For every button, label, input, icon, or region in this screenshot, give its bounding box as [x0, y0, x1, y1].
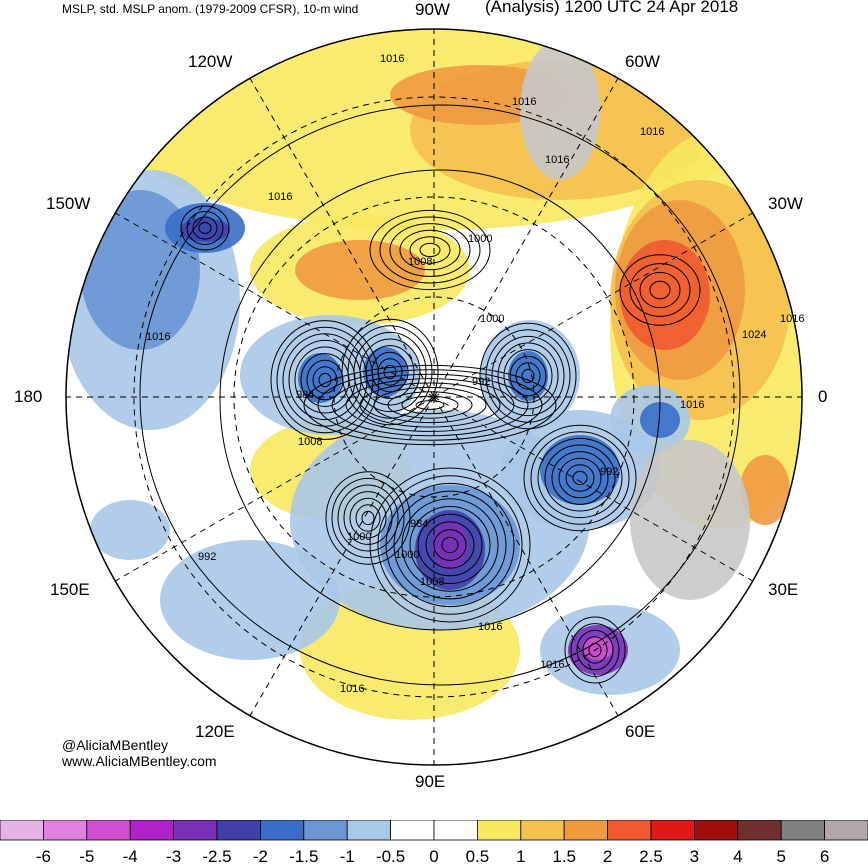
colorbar-swatch — [780, 820, 826, 841]
colorbar-tick-label: -1 — [340, 847, 355, 865]
pressure-label: 1016 — [680, 399, 704, 411]
colorbar-swatch — [0, 820, 44, 841]
pressure-label: 1024 — [742, 329, 766, 341]
pressure-label: 1000 — [480, 313, 504, 325]
pressure-label: 1000 — [395, 549, 419, 561]
colorbar-tick-label: 1.5 — [552, 847, 576, 865]
pressure-label: 1008 — [408, 256, 432, 268]
colorbar-tick-label: -4 — [123, 847, 138, 865]
pressure-label: 1016 — [780, 313, 804, 325]
pressure-label: 1016 — [268, 191, 292, 203]
pressure-label: 1016 — [380, 53, 404, 65]
colorbar-swatch — [303, 820, 348, 841]
colorbar-swatch — [520, 820, 565, 841]
credit-handle: @AliciaMBentley — [62, 737, 169, 753]
lon-label-0: 0 — [818, 387, 828, 406]
lon-label-150e: 150E — [50, 580, 90, 599]
colorbar-swatch — [173, 820, 218, 841]
colorbar: -6 -5 -4 -3 -2.5 -2 -1.5 -1 -0.5 0 0.5 1 1.5 2 2.5 3 4 5 6 — [0, 820, 868, 865]
pressure-label: 1008 — [420, 576, 444, 588]
pressure-label: 1016 — [540, 659, 564, 671]
pressure-label: 1000 — [347, 531, 371, 543]
lon-label-90e: 90E — [415, 772, 446, 791]
colorbar-swatch — [824, 820, 868, 841]
colorbar-swatch — [43, 820, 88, 841]
colorbar-tick-label: 6 — [820, 847, 829, 865]
anomaly-shading — [66, 29, 802, 720]
lon-label-60e: 60E — [625, 722, 656, 741]
colorbar-tick-label: -1.5 — [289, 847, 318, 865]
pressure-label: 984 — [410, 518, 428, 530]
lon-label-120w: 120W — [188, 52, 233, 71]
colorbar-tick-label: 2 — [603, 847, 612, 865]
pressure-label: 1016 — [545, 154, 569, 166]
lon-label-90w: 90W — [415, 0, 450, 19]
colorbar-tick-label: 3 — [690, 847, 699, 865]
colorbar-swatch — [390, 820, 435, 841]
polar-map: 1016 1016 1016 1016 1016 1008 1000 1000 992 984 10… — [65, 28, 804, 766]
colorbar-swatches — [0, 820, 868, 841]
colorbar-tick-label: 1 — [516, 847, 525, 865]
lon-label-30e: 30E — [768, 580, 799, 599]
colorbar-swatch — [476, 820, 522, 841]
colorbar-tick-label: -0.5 — [376, 847, 405, 865]
colorbar-tick-label: -2 — [253, 847, 268, 865]
colorbar-tick-label: 4 — [733, 847, 742, 865]
pressure-label: 992 — [472, 376, 490, 388]
pressure-labels: 1016 1016 1016 1016 1016 1008 1000 1000 992 984 10… — [146, 53, 804, 695]
lat-lon-grid — [66, 29, 802, 765]
map-title: (Analysis) 1200 UTC 24 Apr 2018 — [485, 0, 739, 16]
pressure-label: 1000 — [468, 233, 492, 245]
map-subtitle: MSLP, std. MSLP anom. (1979-2009 CFSR), … — [62, 2, 359, 16]
colorbar-ticks: -6 -5 -4 -3 -2.5 -2 -1.5 -1 -0.5 0 0.5 1 1.5 2 2.5 3 4 5 6 — [36, 847, 829, 865]
map-disk — [66, 29, 802, 765]
colorbar-swatch — [694, 820, 739, 841]
pressure-label: 1008 — [298, 436, 322, 448]
colorbar-tick-label: 0 — [429, 847, 438, 865]
pressure-label: 992 — [600, 466, 618, 478]
colorbar-swatch — [563, 820, 609, 841]
pressure-label: 1016 — [146, 331, 170, 343]
pressure-label: 1016 — [478, 621, 502, 633]
lon-label-120e: 120E — [195, 722, 235, 741]
lon-label-180: 180 — [14, 387, 43, 406]
colorbar-tick-label: -6 — [36, 847, 51, 865]
map-boundary — [65, 28, 803, 766]
pressure-label: 1016 — [640, 126, 664, 138]
colorbar-swatch — [86, 820, 131, 841]
colorbar-swatch — [650, 820, 695, 841]
credit-website: www.AliciaMBentley.com — [62, 753, 217, 769]
lon-label-60w: 60W — [625, 52, 660, 71]
colorbar-swatch — [216, 820, 261, 841]
colorbar-tick-label: 0.5 — [466, 847, 490, 865]
pressure-label: 1016 — [340, 683, 364, 695]
colorbar-swatch — [737, 820, 782, 841]
colorbar-swatch — [607, 820, 652, 841]
colorbar-tick-label: -2.5 — [202, 847, 231, 865]
colorbar-swatch — [433, 820, 478, 841]
pressure-label: 1016 — [512, 96, 536, 108]
lon-label-150w: 150W — [46, 194, 91, 213]
colorbar-tick-label: 2.5 — [639, 847, 663, 865]
colorbar-tick-label: 5 — [776, 847, 785, 865]
colorbar-swatch — [346, 820, 392, 841]
pressure-contours — [139, 104, 741, 686]
colorbar-tick-label: -3 — [166, 847, 181, 865]
colorbar-swatch — [129, 820, 174, 841]
colorbar-swatch — [259, 820, 305, 841]
pressure-label: 992 — [198, 551, 216, 563]
lon-label-30w: 30W — [768, 194, 803, 213]
colorbar-tick-label: -5 — [79, 847, 94, 865]
pressure-label: 984 — [296, 389, 314, 401]
